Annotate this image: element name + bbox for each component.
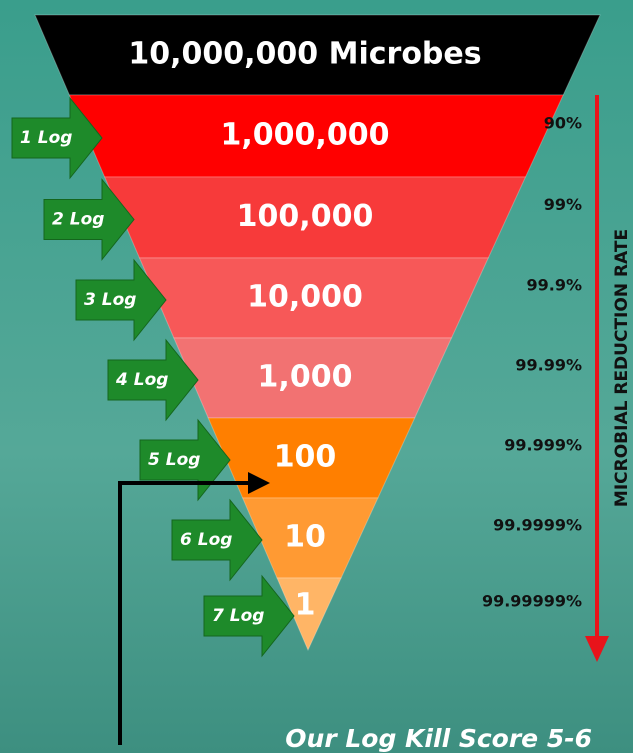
count-label: 1 (295, 588, 316, 623)
log-label: 5 Log (148, 450, 200, 470)
log-label: 3 Log (84, 290, 136, 310)
rate-label: 90% (544, 114, 582, 133)
count-label: 1,000 (258, 360, 353, 395)
count-label: 100 (274, 440, 337, 475)
count-label: 10 (284, 520, 326, 555)
log-label: 4 Log (115, 370, 168, 390)
rate-label: 99% (544, 195, 582, 214)
rate-label: 99.9999% (493, 516, 582, 535)
infographic: 10,000,000 Microbes 1,000,000 90% 100,000 99… (0, 0, 633, 753)
count-label: 10,000 (247, 280, 363, 315)
count-label: 1,000,000 (221, 118, 390, 153)
rate-label: 99.99% (515, 356, 582, 375)
rate-label: 99.999% (504, 436, 582, 455)
count-label: 100,000 (237, 199, 374, 234)
side-label: MICROBIAL REDUCTION RATE (612, 229, 632, 507)
score-label: Our Log Kill Score 5-6 (285, 724, 592, 753)
funnel-title: 10,000,000 Microbes (128, 37, 481, 72)
rate-label: 99.99999% (482, 592, 582, 611)
rate-label: 99.9% (526, 276, 582, 295)
log-label: 2 Log (52, 210, 104, 230)
log-label: 6 Log (180, 530, 232, 550)
log-label: 7 Log (212, 606, 264, 626)
log-label: 1 Log (20, 128, 72, 148)
